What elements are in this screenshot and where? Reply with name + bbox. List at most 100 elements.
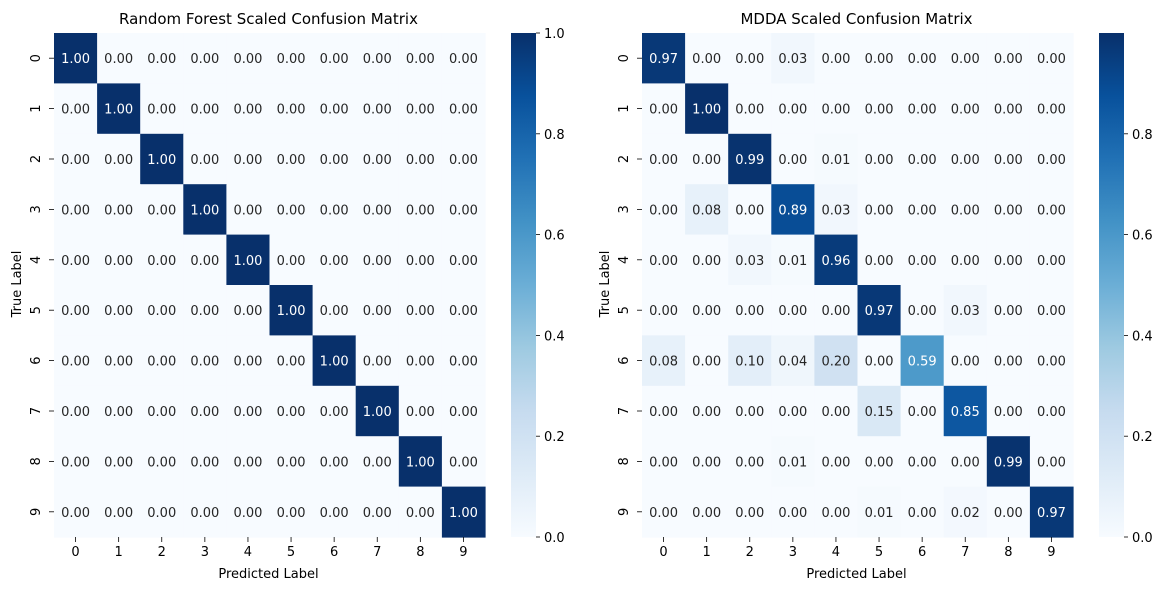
heatmap-cell bbox=[140, 385, 184, 437]
cell-value-label: 0.00 bbox=[951, 203, 980, 218]
x-tick-label: 5 bbox=[287, 545, 295, 560]
x-tick-label: 9 bbox=[459, 545, 467, 560]
cell-value-label: 0.00 bbox=[449, 52, 478, 67]
heatmap-cell bbox=[140, 486, 184, 538]
heatmap-cell bbox=[97, 385, 141, 437]
heatmap-cell bbox=[183, 285, 227, 336]
heatmap-cell bbox=[441, 234, 486, 286]
heatmap-cell bbox=[986, 83, 1031, 135]
cell-value-label: 0.97 bbox=[649, 52, 678, 67]
heatmap-cell bbox=[312, 436, 357, 488]
x-tick-label: 6 bbox=[330, 545, 338, 560]
heatmap-cell bbox=[728, 83, 772, 135]
cell-value-label: 0.04 bbox=[778, 355, 807, 370]
heatmap-cell bbox=[312, 184, 357, 236]
cell-value-label: 0.00 bbox=[147, 254, 176, 269]
heatmap-cell bbox=[986, 335, 1031, 387]
cell-value-label: 0.00 bbox=[908, 506, 937, 521]
heatmap-cell bbox=[312, 285, 357, 336]
x-tick-label: 4 bbox=[244, 545, 252, 560]
cell-value-label: 0.00 bbox=[61, 254, 90, 269]
heatmap-cell bbox=[857, 486, 902, 538]
heatmap-cell bbox=[900, 285, 945, 336]
y-tick-label: 3 bbox=[29, 205, 44, 213]
cell-value-label: 0.00 bbox=[233, 405, 262, 420]
heatmap-cell bbox=[900, 486, 945, 538]
heatmap-cell bbox=[441, 436, 486, 488]
cell-value-label: 0.00 bbox=[406, 506, 435, 521]
cell-value-label: 0.00 bbox=[104, 405, 133, 420]
cell-value-label: 1.00 bbox=[320, 355, 349, 370]
cell-value-label: 0.97 bbox=[865, 304, 894, 319]
x-tick-label: 7 bbox=[961, 545, 969, 560]
chart-title: MDDA Scaled Confusion Matrix bbox=[740, 10, 972, 28]
heatmap-cell bbox=[943, 184, 988, 236]
cell-value-label: 0.00 bbox=[190, 103, 219, 118]
y-tick-label: 7 bbox=[617, 407, 632, 415]
heatmap-cell bbox=[226, 184, 271, 236]
cell-value-label: 0.00 bbox=[449, 304, 478, 319]
heatmap-cell bbox=[140, 335, 184, 387]
heatmap-cell bbox=[398, 133, 443, 185]
cell-value-label: 0.00 bbox=[865, 153, 894, 168]
heatmap-cell bbox=[728, 285, 772, 336]
y-tick-labels: 0 1 2 3 4 5 6 7 8 9 bbox=[29, 54, 54, 516]
cell-value-label: 0.00 bbox=[951, 455, 980, 470]
cell-value-label: 1.00 bbox=[406, 455, 435, 470]
colorbar: 0.0 0.2 0.4 0.6 0.8 1.0 bbox=[511, 27, 565, 546]
cell-value-label: 0.00 bbox=[821, 52, 850, 67]
heatmap-cell bbox=[97, 285, 141, 336]
cell-value-label: 0.00 bbox=[61, 304, 90, 319]
cell-value-label: 0.00 bbox=[320, 52, 349, 67]
heatmap-cell bbox=[814, 285, 859, 336]
heatmap-cell bbox=[857, 436, 902, 488]
cell-value-label: 0.00 bbox=[865, 52, 894, 67]
y-tick-label: 9 bbox=[617, 508, 632, 516]
cell-value-label: 0.00 bbox=[1037, 355, 1066, 370]
cell-value-label: 0.00 bbox=[821, 506, 850, 521]
cell-value-label: 0.00 bbox=[363, 506, 392, 521]
x-tick-label: 0 bbox=[659, 545, 667, 560]
colorbar-tick-label: 0.8 bbox=[544, 128, 565, 143]
heatmap-cell bbox=[54, 436, 98, 488]
heatmap-cell bbox=[312, 486, 357, 538]
heatmap-cell bbox=[728, 385, 772, 437]
cell-value-label: 0.00 bbox=[908, 103, 937, 118]
cell-value-label: 0.00 bbox=[61, 455, 90, 470]
cell-value-label: 1.00 bbox=[449, 506, 478, 521]
cell-value-label: 0.00 bbox=[363, 52, 392, 67]
heatmap-cell bbox=[857, 385, 902, 437]
heatmap-cell bbox=[857, 285, 902, 336]
cell-value-label: 0.85 bbox=[951, 405, 980, 420]
heatmap-cell bbox=[54, 234, 98, 286]
cell-value-label: 0.00 bbox=[363, 304, 392, 319]
heatmap-cell bbox=[814, 436, 859, 488]
heatmap-cell bbox=[771, 385, 815, 437]
cell-value-label: 0.00 bbox=[821, 103, 850, 118]
heatmap-cell bbox=[943, 83, 988, 135]
x-tick-label: 9 bbox=[1047, 545, 1055, 560]
heatmap-cell bbox=[685, 335, 729, 387]
cell-value-label: 0.00 bbox=[277, 254, 306, 269]
heatmap-cell bbox=[1029, 83, 1074, 135]
heatmap-cell bbox=[269, 234, 314, 286]
heatmap-cell bbox=[54, 385, 98, 437]
cell-value-label: 0.00 bbox=[320, 153, 349, 168]
cell-value-label: 0.00 bbox=[1037, 52, 1066, 67]
heatmap-cell bbox=[97, 184, 141, 236]
x-tick-label: 0 bbox=[71, 545, 79, 560]
heatmap-cell bbox=[728, 436, 772, 488]
cell-value-label: 0.00 bbox=[735, 52, 764, 67]
heatmap-cell bbox=[986, 184, 1031, 236]
cell-value-label: 0.00 bbox=[994, 254, 1023, 269]
colorbar-tick-label: 0.4 bbox=[1132, 329, 1153, 344]
heatmap-cell bbox=[685, 83, 729, 135]
heatmap-cell bbox=[986, 385, 1031, 437]
cell-value-label: 0.00 bbox=[692, 254, 721, 269]
cell-value-label: 0.00 bbox=[147, 103, 176, 118]
heatmap-cell bbox=[54, 184, 98, 236]
cell-value-label: 0.00 bbox=[104, 52, 133, 67]
heatmap-cell bbox=[355, 486, 400, 538]
cell-value-label: 0.00 bbox=[994, 405, 1023, 420]
heatmap-cell bbox=[642, 33, 686, 84]
